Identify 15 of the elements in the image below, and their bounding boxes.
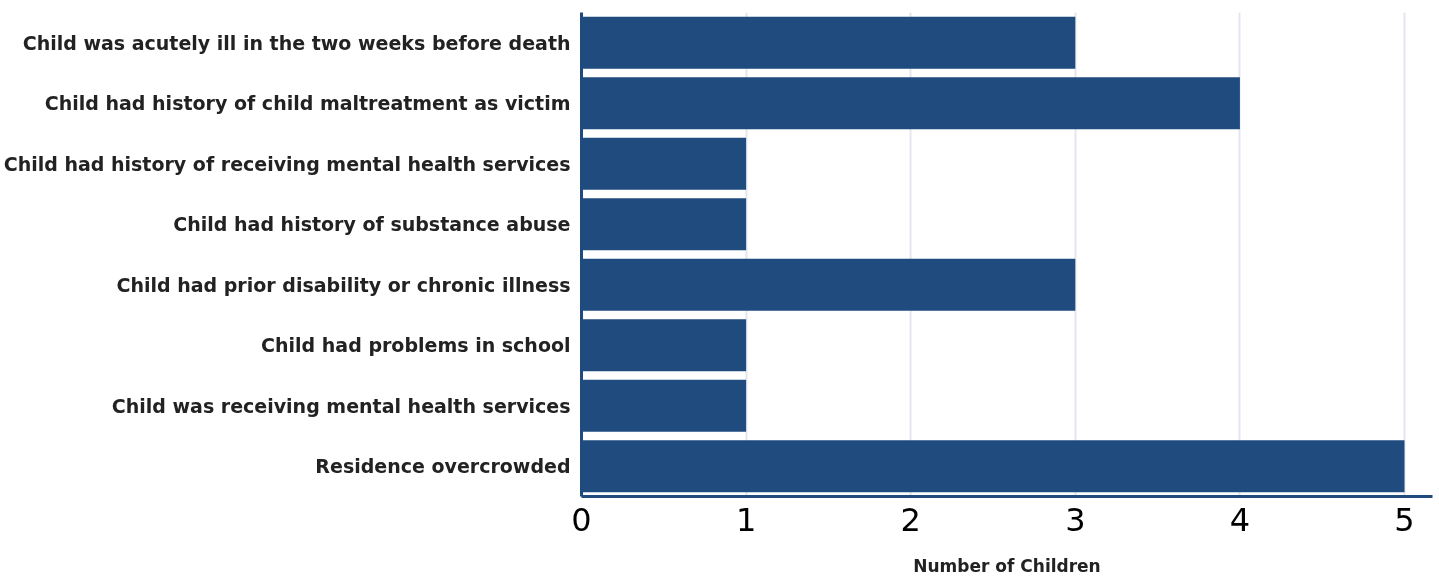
y-tick-label: Child had problems in school [261,334,571,357]
y-tick-label: Child was acutely ill in the two weeks before death [22,31,571,54]
y-tick-label: Child had prior disability or chronic illness [116,273,571,296]
x-tick-label: 0 [571,500,592,539]
x-tick-label: 1 [735,500,757,539]
y-tick-label: Child had history of child maltreatment as victim [44,92,571,115]
y-tick-label: Child was receiving mental health services [111,394,571,417]
x-tick-label: 4 [1229,500,1251,539]
y-tick-label: Child had history of receiving mental health services [3,152,571,175]
x-axis-title: Number of Children [913,555,1101,576]
y-tick-label: Residence overcrowded [315,455,571,478]
x-tick-label: 3 [1065,500,1086,539]
x-tick-label: 5 [1394,500,1415,539]
x-tick-label: 2 [900,500,921,539]
y-tick-label: Child had history of substance abuse [173,213,571,236]
